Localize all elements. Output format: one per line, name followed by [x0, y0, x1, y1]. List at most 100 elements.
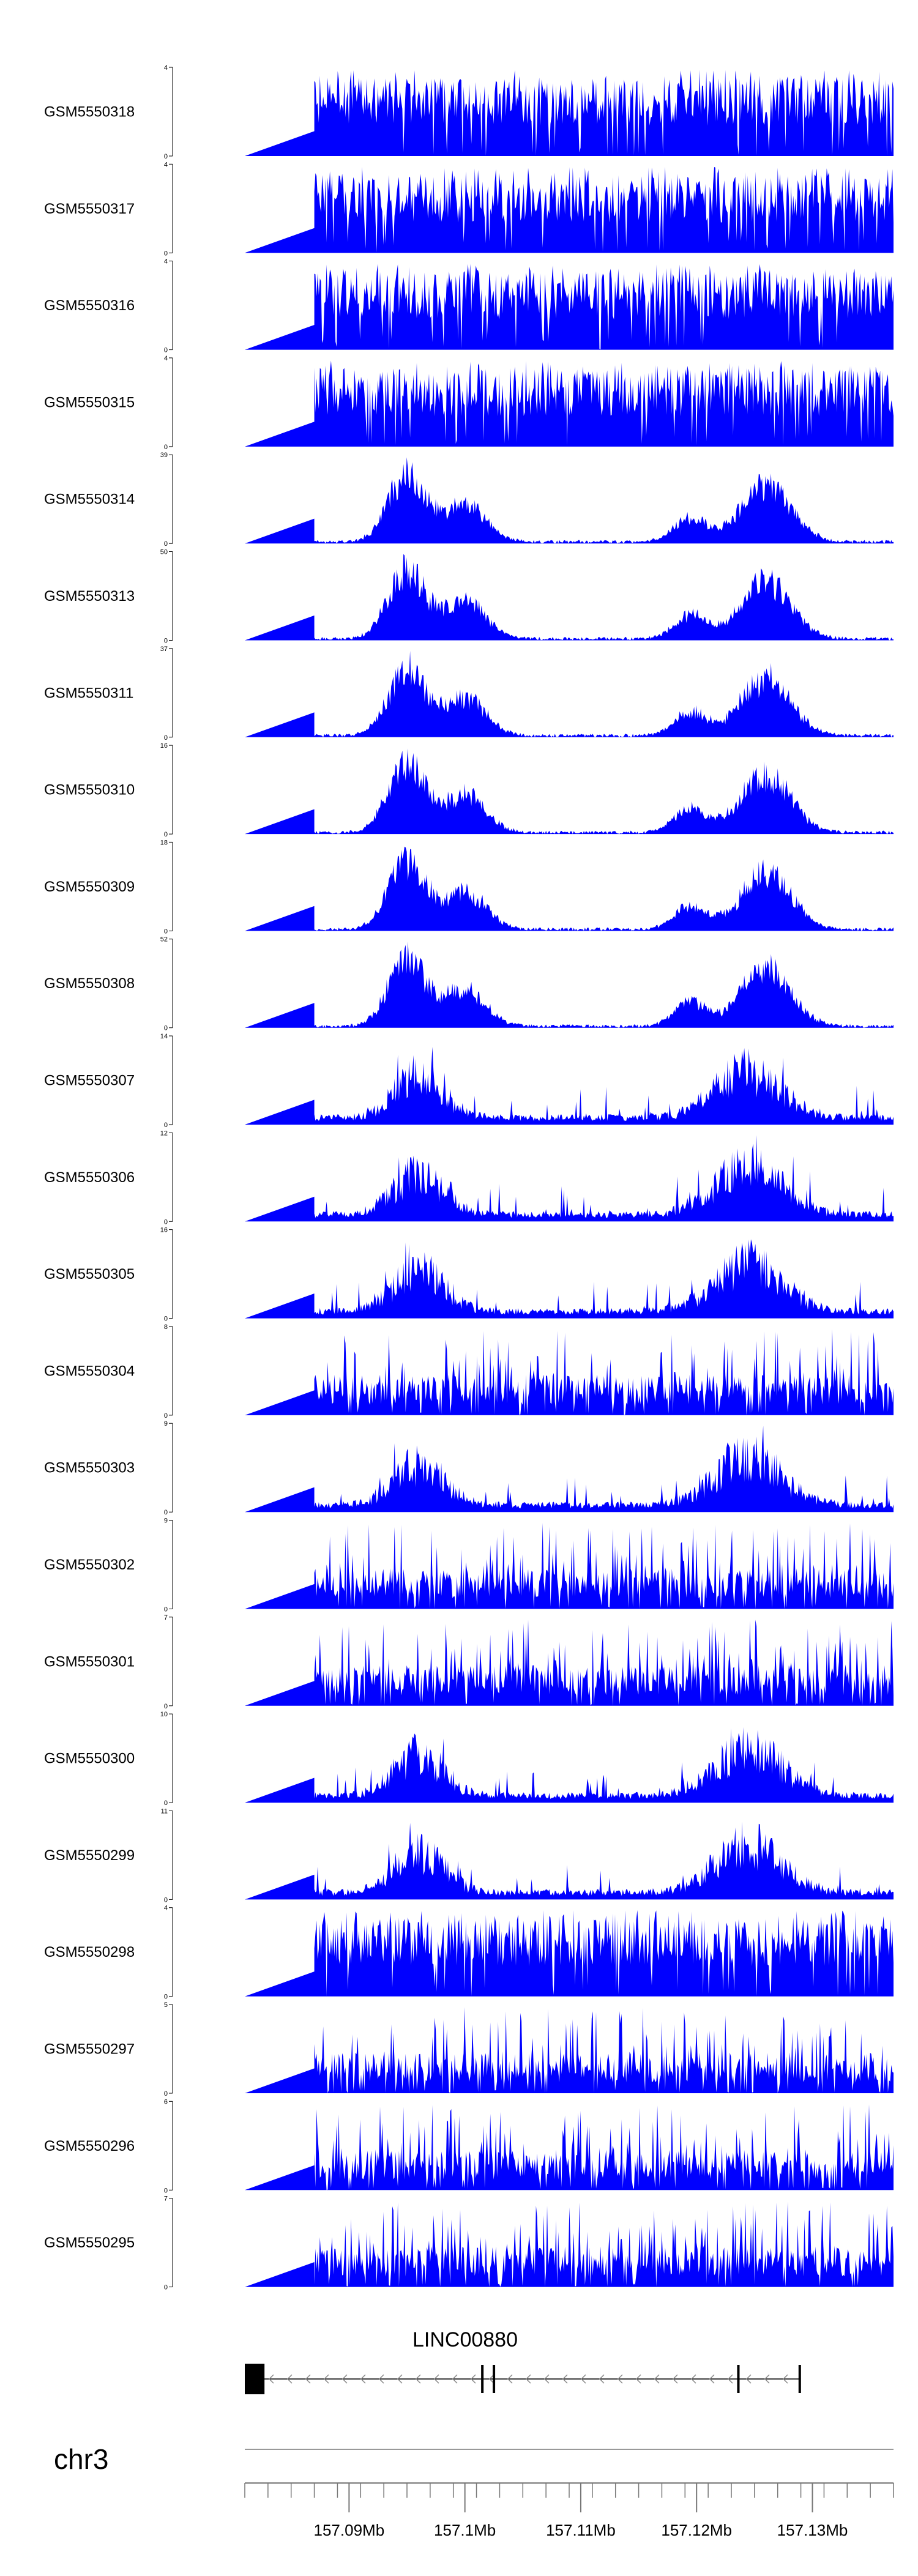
strand-arrow [525, 2374, 531, 2384]
track-label: GSM5550297 [44, 2041, 135, 2058]
y-max-label: 5 [164, 2001, 168, 2009]
y-zero-label: 0 [164, 153, 168, 160]
track-label: GSM5550308 [44, 975, 135, 992]
track-GSM5550310: GSM5550310 16 0 [44, 742, 894, 838]
track-GSM5550296: GSM5550296 6 0 [44, 2098, 894, 2194]
track-GSM5550302: GSM5550302 9 0 [44, 1517, 894, 1614]
y-max-label: 16 [160, 742, 168, 750]
y-max-label: 14 [160, 1033, 168, 1040]
strand-arrow [452, 2374, 458, 2384]
gene-exon [737, 2365, 740, 2393]
y-zero-label: 0 [164, 1993, 168, 2001]
coverage-area [245, 1329, 894, 1415]
coverage-tracks: GSM555031840GSM555031740GSM555031640GSM5… [44, 64, 894, 2291]
y-zero-label: 0 [164, 1606, 168, 1614]
y-zero-label: 0 [164, 638, 168, 645]
track-label: GSM5550313 [44, 588, 135, 605]
track-GSM5550311: GSM5550311 37 0 [44, 646, 894, 742]
track-label: GSM5550314 [44, 491, 135, 508]
strand-arrow [305, 2374, 311, 2384]
coverage-area [245, 748, 894, 835]
genome-axis: chr3 157.09Mb 157.1Mb 157.11Mb 157.12Mb 157.… [54, 2443, 894, 2539]
track-GSM5550303: GSM5550303 9 0 [44, 1420, 894, 1516]
track-GSM5550316: GSM5550316 4 0 [44, 258, 894, 354]
strand-arrow [470, 2374, 476, 2384]
y-max-label: 6 [164, 2098, 168, 2105]
track-label: GSM5550317 [44, 201, 135, 217]
y-zero-label: 0 [164, 1316, 168, 1323]
track-label: GSM5550307 [44, 1073, 135, 1089]
y-zero-label: 0 [164, 928, 168, 935]
coverage-area [245, 457, 894, 544]
track-GSM5550317: GSM5550317 4 0 [44, 161, 894, 257]
track-GSM5550307: GSM5550307 14 0 [44, 1033, 894, 1129]
x-tick-label: 157.12Mb [661, 2521, 732, 2539]
track-label: GSM5550300 [44, 1751, 135, 1767]
strand-arrow [599, 2374, 605, 2384]
coverage-area [245, 1426, 894, 1513]
track-GSM5550297: GSM5550297 5 0 [44, 2001, 894, 2098]
strand-arrow [378, 2374, 384, 2384]
track-label: GSM5550318 [44, 104, 135, 121]
y-max-label: 4 [164, 64, 168, 72]
strand-arrow [672, 2374, 678, 2384]
track-label: GSM5550315 [44, 394, 135, 411]
y-zero-label: 0 [164, 2090, 168, 2098]
track-GSM5550304: GSM5550304 8 0 [44, 1323, 894, 1420]
coverage-area [245, 70, 894, 156]
strand-arrow [488, 2374, 494, 2384]
gene-exon [798, 2365, 801, 2393]
strand-arrow [782, 2374, 788, 2384]
y-max-label: 9 [164, 1517, 168, 1525]
track-label: GSM5550311 [44, 685, 133, 701]
coverage-area [245, 166, 894, 253]
coverage-area [245, 941, 894, 1028]
track-GSM5550300: GSM5550300 10 0 [44, 1711, 894, 1807]
y-max-label: 10 [160, 1711, 168, 1718]
y-zero-label: 0 [164, 2187, 168, 2194]
track-GSM5550309: GSM5550309 18 0 [44, 839, 894, 935]
y-zero-label: 0 [164, 2284, 168, 2291]
coverage-area [245, 1135, 894, 1222]
y-zero-label: 0 [164, 1218, 168, 1226]
y-max-label: 39 [160, 452, 168, 459]
y-max-label: 8 [164, 1323, 168, 1331]
gene-exon [493, 2365, 496, 2393]
y-zero-label: 0 [164, 734, 168, 742]
strand-arrow [709, 2374, 715, 2384]
coverage-area [245, 264, 894, 350]
strand-arrow [415, 2374, 421, 2384]
y-zero-label: 0 [164, 1896, 168, 1904]
y-zero-label: 0 [164, 1800, 168, 1807]
x-tick-label: 157.11Mb [546, 2521, 616, 2539]
track-label: GSM5550299 [44, 1847, 135, 1864]
x-tick-label: 157.1Mb [434, 2521, 496, 2539]
gene-exon [481, 2365, 484, 2393]
y-max-label: 52 [160, 936, 168, 944]
y-zero-label: 0 [164, 444, 168, 451]
strand-arrow [562, 2374, 568, 2384]
track-GSM5550295: GSM5550295 7 0 [44, 2195, 894, 2291]
y-max-label: 4 [164, 1905, 168, 1912]
track-label: GSM5550306 [44, 1169, 135, 1186]
y-max-label: 12 [160, 1130, 168, 1137]
coverage-area [245, 846, 894, 931]
track-label: GSM5550304 [44, 1363, 135, 1379]
y-zero-label: 0 [164, 540, 168, 548]
coverage-area [245, 1822, 894, 1900]
track-GSM5550306: GSM5550306 12 0 [44, 1130, 894, 1226]
track-label: GSM5550310 [44, 782, 135, 798]
strand-arrow [397, 2374, 403, 2384]
strand-arrow [727, 2374, 733, 2384]
strand-arrow [360, 2374, 366, 2384]
y-zero-label: 0 [164, 831, 168, 838]
y-max-label: 4 [164, 355, 168, 362]
y-max-label: 37 [160, 646, 168, 653]
coverage-area [245, 650, 894, 737]
track-GSM5550299: GSM5550299 11 0 [44, 1807, 894, 1904]
chromosome-label: chr3 [54, 2443, 108, 2475]
y-max-label: 18 [160, 839, 168, 846]
coverage-area [245, 2202, 894, 2287]
y-max-label: 11 [161, 1807, 168, 1815]
x-tick-label: 157.13Mb [777, 2521, 848, 2539]
